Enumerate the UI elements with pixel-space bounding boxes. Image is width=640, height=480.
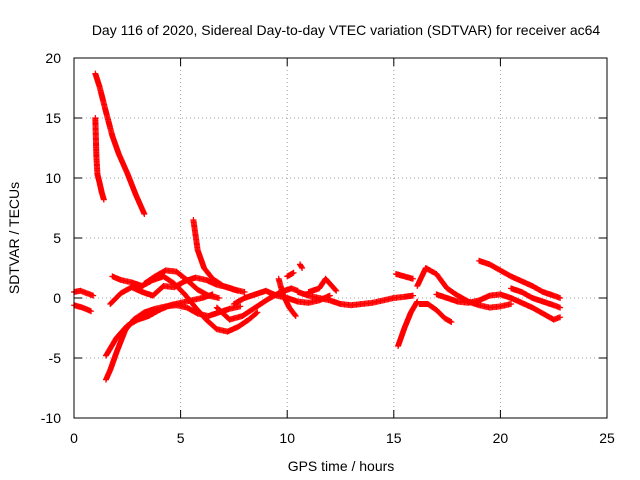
axis-ticks: 0 5 10 15 20 25 -10 -5 0 5 10 15 20 bbox=[41, 50, 615, 446]
y-tick-label: 10 bbox=[45, 170, 61, 186]
series-track-10 bbox=[190, 217, 248, 295]
series-track-4 bbox=[92, 115, 107, 203]
point-track bbox=[433, 291, 564, 323]
y-tick-label: 15 bbox=[45, 110, 61, 126]
point-track bbox=[296, 261, 306, 271]
x-tick-label: 20 bbox=[493, 430, 509, 446]
y-tick-label: 20 bbox=[45, 50, 61, 66]
point-track bbox=[416, 301, 455, 325]
y-tick-label: -5 bbox=[49, 350, 62, 366]
point-track bbox=[392, 271, 416, 282]
x-tick-label: 0 bbox=[70, 430, 78, 446]
y-tick-label: -10 bbox=[41, 410, 61, 426]
series-track-22 bbox=[433, 291, 564, 323]
point-track bbox=[294, 289, 416, 309]
series-track-16 bbox=[294, 289, 416, 309]
x-tick-label: 25 bbox=[599, 430, 615, 446]
series-track-21 bbox=[416, 301, 455, 325]
series-track-18 bbox=[395, 298, 421, 349]
series-track-1 bbox=[71, 287, 97, 299]
point-track bbox=[92, 70, 148, 217]
series-track-9 bbox=[141, 267, 222, 301]
point-track bbox=[71, 287, 97, 299]
point-track bbox=[141, 267, 222, 301]
series-track-15 bbox=[296, 261, 306, 271]
series-track-14 bbox=[284, 269, 297, 280]
x-tick-label: 5 bbox=[177, 430, 185, 446]
series-track-11 bbox=[213, 285, 301, 323]
series-track-3 bbox=[92, 70, 148, 217]
series-track-23 bbox=[476, 257, 564, 301]
series-track-13 bbox=[275, 275, 299, 319]
x-axis-label: GPS time / hours bbox=[288, 458, 395, 474]
y-axis-label: SDTVAR / TECUs bbox=[6, 182, 22, 294]
point-track bbox=[508, 285, 564, 311]
y-tick-label: 0 bbox=[53, 290, 61, 306]
y-tick-label: 5 bbox=[53, 230, 61, 246]
series-track-6 bbox=[102, 291, 216, 359]
series-track-19 bbox=[392, 271, 416, 282]
x-tick-label: 15 bbox=[386, 430, 402, 446]
point-track bbox=[476, 257, 564, 301]
point-track bbox=[190, 217, 248, 295]
point-track bbox=[275, 275, 299, 319]
series-track-17 bbox=[305, 275, 340, 295]
point-track bbox=[395, 298, 421, 349]
grid bbox=[74, 58, 607, 418]
data-points bbox=[71, 70, 564, 383]
point-track bbox=[213, 285, 301, 323]
point-track bbox=[92, 115, 107, 203]
chart-title: Day 116 of 2020, Sidereal Day-to-day VTE… bbox=[92, 22, 601, 38]
series-track-24 bbox=[508, 285, 564, 311]
plot-frame bbox=[73, 57, 608, 419]
point-track bbox=[284, 269, 297, 280]
point-track bbox=[102, 291, 216, 359]
x-tick-label: 10 bbox=[279, 430, 295, 446]
point-track bbox=[305, 275, 340, 295]
